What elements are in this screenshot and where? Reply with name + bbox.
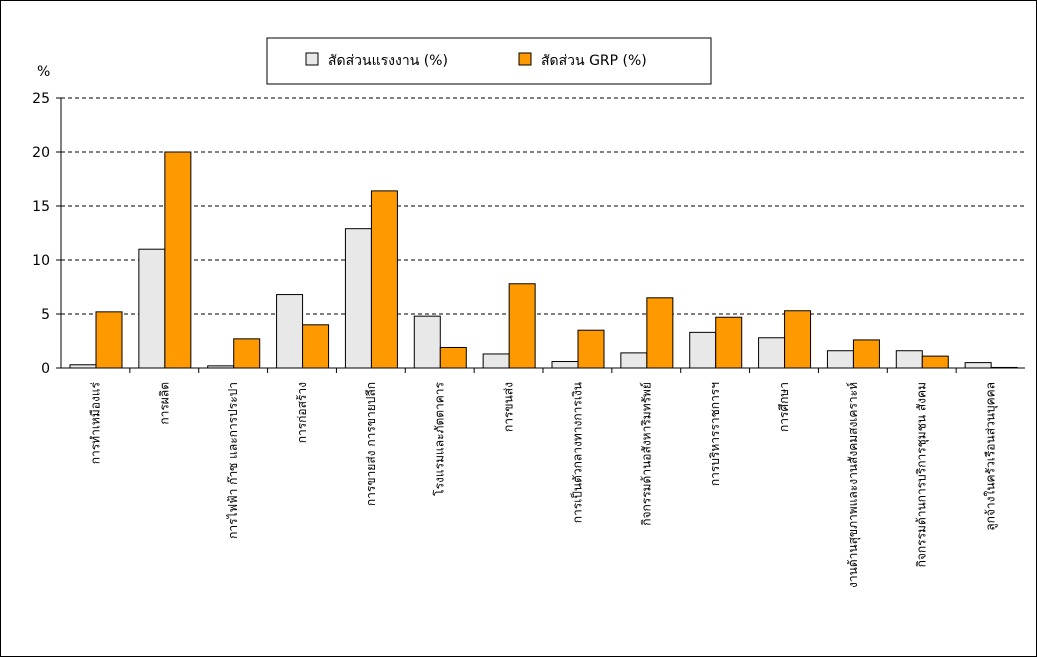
axes	[56, 97, 1025, 373]
bars	[69, 151, 1018, 369]
legend: สัดส่วนแรงงาน (%) สัดส่วน GRP (%)	[266, 37, 712, 85]
bar-grp-share	[784, 310, 812, 369]
category-label: งานด้านสุขภาพและงานสังคมสงเคราะห์	[846, 382, 861, 588]
y-tick-labels: 0 5 10 15 20 25	[32, 91, 50, 377]
legend-swatch-labor	[305, 52, 319, 66]
bar-labor-share	[413, 315, 441, 369]
category-label: การศึกษา	[777, 382, 791, 432]
y-tick-label: 25	[32, 91, 50, 107]
category-label: การไฟฟ้า ก๊าซ และการประปา	[226, 382, 240, 539]
bar-labor-share	[138, 248, 166, 369]
bar-grp-share	[164, 151, 192, 369]
category-label: การขนส่ง	[502, 382, 516, 432]
y-tick-label: 20	[32, 145, 50, 161]
gridlines	[61, 97, 1025, 315]
category-label: การขายส่ง การขายปลีก	[364, 382, 378, 506]
bar-labor-share	[689, 331, 717, 369]
bar-labor-share	[620, 352, 648, 369]
bar-grp-share	[921, 355, 949, 369]
category-label: การทำเหมืองแร่	[88, 381, 102, 464]
bar-grp-share	[233, 338, 261, 369]
bar-grp-share	[302, 324, 330, 369]
y-tick-label: 0	[41, 361, 50, 377]
bar-labor-share	[344, 228, 372, 369]
legend-swatch-grp	[518, 52, 532, 66]
bar-labor-share	[758, 337, 786, 369]
category-label: การเป็นตัวกลางทางการเงิน	[569, 382, 584, 523]
category-label: โรงแรมและภัตตาคาร	[433, 381, 447, 495]
bar-labor-share	[276, 294, 304, 369]
bar-grp-share	[646, 297, 674, 369]
category-label: การบริหารราชการฯ	[708, 382, 722, 486]
category-label: ลูกจ้างในครัวเรือนส่วนบุคคล	[984, 382, 999, 531]
bar-labor-share	[482, 353, 510, 369]
y-tick-label: 15	[32, 199, 50, 215]
category-label: การก่อสร้าง	[295, 382, 309, 443]
bar-grp-share	[715, 316, 743, 369]
bar-grp-share	[370, 190, 398, 369]
category-label: กิจกรรมด้านการบริการชุมชน สังคม	[915, 382, 930, 567]
bar-grp-share	[508, 283, 536, 369]
legend-box	[266, 37, 712, 85]
bar-labor-share	[895, 350, 923, 369]
y-axis-label: %	[37, 64, 50, 80]
legend-label-grp: สัดส่วน GRP (%)	[541, 53, 647, 69]
bar-grp-share	[439, 346, 467, 369]
legend-label-labor: สัดส่วนแรงงาน (%)	[328, 53, 448, 69]
bar-grp-share	[852, 339, 880, 369]
category-label: กิจกรรมด้านอสังหาริมทรัพย์	[639, 382, 653, 526]
category-label: การผลิต	[157, 382, 171, 425]
bar-grp-share	[577, 329, 605, 369]
y-tick-label: 10	[32, 253, 50, 269]
bar-labor-share	[826, 350, 854, 369]
y-tick-label: 5	[41, 307, 50, 323]
bar-labor-share	[964, 362, 992, 369]
category-labels: การทำเหมืองแร่ การผลิต การไฟฟ้า ก๊าซ และกา…	[88, 381, 998, 587]
bar-grp-share	[95, 311, 123, 369]
bar-labor-share	[551, 361, 579, 369]
